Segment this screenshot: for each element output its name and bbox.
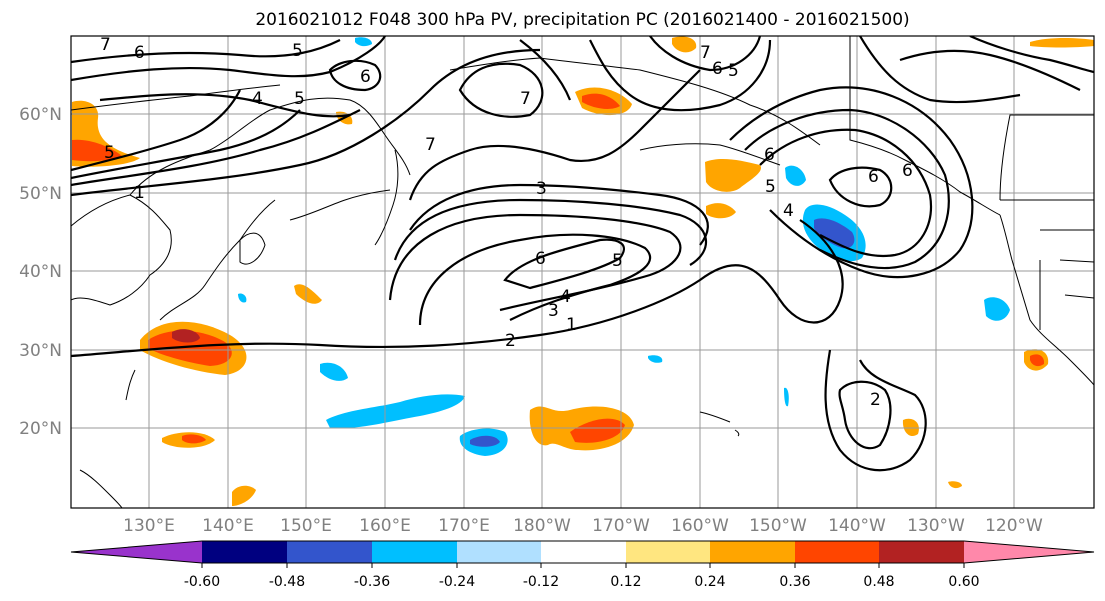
contour-label: 5 xyxy=(728,61,739,81)
colorbar-segment xyxy=(71,541,202,563)
lat-axis: 60°N 50°N 40°N 30°N 20°N xyxy=(19,105,62,439)
contour-label: 4 xyxy=(560,287,571,307)
lon-tick-label: 120°W xyxy=(985,516,1043,536)
colorbar-segment xyxy=(964,541,1094,563)
lat-tick-label: 60°N xyxy=(19,105,62,125)
colorbar-segment xyxy=(710,541,795,563)
map-title: 2016021012 F048 300 hPa PV, precipitatio… xyxy=(255,10,910,30)
colorbar: -0.60 -0.48 -0.36 -0.24 -0.12 0.12 0.24 … xyxy=(70,540,1095,590)
contour-label: 7 xyxy=(700,43,711,63)
colorbar-tick-label: -0.12 xyxy=(523,574,559,590)
contour-label: 6 xyxy=(712,59,723,79)
lon-tick-label: 180°W xyxy=(513,516,571,536)
colorbar-segment xyxy=(541,541,626,563)
colorbar-tick-label: -0.24 xyxy=(439,574,475,590)
colorbar-ticks xyxy=(201,563,965,568)
contour-labels: 5 6 4 5 6 7 7 5 1 3 6 5 4 3 2 1 6 6 5 4 … xyxy=(100,35,913,410)
contour-label: 6 xyxy=(535,249,546,269)
contour-label: 3 xyxy=(536,179,547,199)
lat-tick-label: 40°N xyxy=(19,262,62,282)
precip-negative-shading xyxy=(238,37,1010,456)
colorbar-tick-label: 0.60 xyxy=(948,574,979,590)
colorbar-tick-label: -0.48 xyxy=(269,574,305,590)
contour-label: 1 xyxy=(134,183,145,203)
contour-label: 6 xyxy=(764,145,775,165)
lon-tick-label: 160°E xyxy=(359,516,411,536)
contour-label: 5 xyxy=(765,177,776,197)
colorbar-segment xyxy=(287,541,372,563)
precip-positive-shading xyxy=(72,36,1094,506)
lon-tick-label: 140°W xyxy=(828,516,886,536)
lat-tick-label: 20°N xyxy=(19,419,62,439)
lon-tick-label: 170°W xyxy=(592,516,650,536)
colorbar-tick-label: 0.12 xyxy=(610,574,641,590)
colorbar-tick-label: 0.24 xyxy=(694,574,725,590)
contour-label: 7 xyxy=(100,35,111,55)
coastlines xyxy=(71,36,1094,508)
colorbar-segment xyxy=(202,541,287,563)
contour-label: 2 xyxy=(870,390,881,410)
contour-label: 6 xyxy=(360,67,371,87)
contour-label: 6 xyxy=(868,167,879,187)
colorbar-segment xyxy=(879,541,964,563)
contour-label: 6 xyxy=(902,161,913,181)
contour-label: 5 xyxy=(104,143,115,163)
contour-label: 4 xyxy=(252,89,263,109)
colorbar-tick-label: -0.60 xyxy=(184,574,220,590)
colorbar-segment xyxy=(795,541,879,563)
lon-tick-label: 150°E xyxy=(280,516,332,536)
contour-label: 7 xyxy=(520,89,531,109)
lon-tick-label: 160°W xyxy=(671,516,729,536)
colorbar-tick-label: 0.48 xyxy=(863,574,894,590)
colorbar-segment xyxy=(626,541,710,563)
map-panel: 5 6 4 5 6 7 7 5 1 3 6 5 4 3 2 1 6 6 5 4 … xyxy=(71,35,1094,508)
lon-tick-label: 130°W xyxy=(907,516,965,536)
pv-contours xyxy=(71,36,1094,472)
lon-tick-label: 140°E xyxy=(202,516,254,536)
lon-tick-label: 130°E xyxy=(123,516,175,536)
map-frame xyxy=(70,35,1095,509)
contour-label: 4 xyxy=(783,201,794,221)
colorbar-tick-label: 0.36 xyxy=(779,574,810,590)
lon-tick-label: 170°E xyxy=(438,516,490,536)
contour-label: 5 xyxy=(292,41,303,61)
contour-label: 1 xyxy=(566,315,577,335)
contour-label: 3 xyxy=(548,301,559,321)
lon-tick-label: 150°W xyxy=(749,516,807,536)
contour-label: 2 xyxy=(505,331,516,351)
graticule xyxy=(71,36,1094,508)
contour-label: 6 xyxy=(134,43,145,63)
lat-tick-label: 50°N xyxy=(19,184,62,204)
lon-axis: 130°E 140°E 150°E 160°E 170°E 180°W 170°… xyxy=(123,516,1043,536)
contour-label: 5 xyxy=(612,251,623,271)
contour-label: 7 xyxy=(425,135,436,155)
colorbar-segment xyxy=(372,541,457,563)
contour-label: 5 xyxy=(294,89,305,109)
colorbar-segment xyxy=(457,541,541,563)
colorbar-tick-label: -0.36 xyxy=(354,574,390,590)
lat-tick-label: 30°N xyxy=(19,341,62,361)
